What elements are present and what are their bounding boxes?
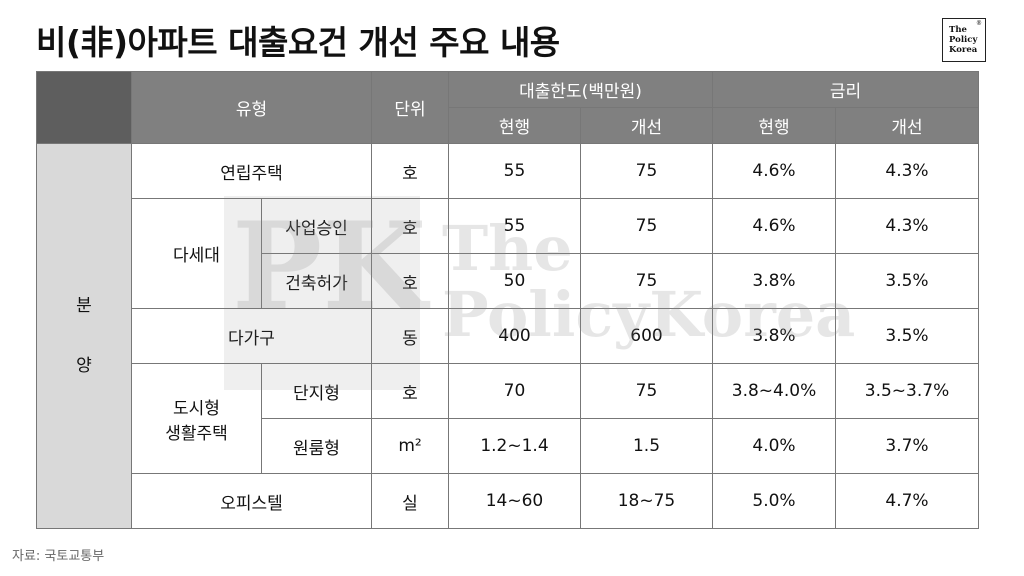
row-rate-improved: 3.5% [835,253,979,309]
row-rate-current: 3.8% [712,308,836,364]
header-loan-limit: 대출한도(백만원) [448,71,713,108]
table-row: 건축허가 호 50 75 3.8% 3.5% [37,253,979,309]
row-unit: 호 [371,198,449,254]
header-limit-current: 현행 [448,107,581,144]
row-subtype: 단지형 [261,363,372,419]
row-type: 오피스텔 [131,473,372,529]
header-limit-improved: 개선 [580,107,713,144]
header-interest-rate: 금리 [712,71,979,108]
logo-line-2: Policy [949,35,978,45]
row-rate-current: 5.0% [712,473,836,529]
row-limit-current: 70 [448,363,581,419]
table-row: 오피스텔 실 14~60 18~75 5.0% 4.7% [37,473,979,529]
side-label-char: 양 [76,356,92,376]
row-rate-improved: 3.5% [835,308,979,364]
table-row: 다세대 사업승인 호 55 75 4.6% 4.3% [37,198,979,309]
header-corner [36,71,132,144]
page-title: 비(非)아파트 대출요건 개선 주요 내용 [36,23,560,62]
row-rate-improved: 3.5~3.7% [835,363,979,419]
row-rate-current: 4.6% [712,198,836,254]
source-note: 자료: 국토교통부 [12,549,105,564]
row-limit-current: 55 [448,143,581,199]
table-row: 도시형 생활주택 단지형 호 70 75 3.8~4.0% 3.5~3.7% [37,363,979,474]
table-row: 분 양 연립주택 호 55 75 4.6% 4.3% [36,143,979,529]
row-limit-current: 1.2~1.4 [448,418,581,474]
row-limit-current: 14~60 [448,473,581,529]
row-type: 다가구 [131,308,372,364]
row-type-line: 도시형 [173,398,220,419]
row-type: 연립주택 [131,143,372,199]
header-unit: 단위 [371,71,449,144]
row-subtype: 건축허가 [261,253,372,309]
logo-line-1: The [949,25,967,35]
row-subtype: 원룸형 [261,418,372,474]
row-rate-current: 3.8% [712,253,836,309]
row-limit-improved: 75 [580,253,713,309]
side-label-char: 분 [76,296,92,316]
row-rate-current: 4.0% [712,418,836,474]
row-limit-improved: 18~75 [580,473,713,529]
row-limit-improved: 75 [580,143,713,199]
row-rate-improved: 4.7% [835,473,979,529]
row-rate-current: 3.8~4.0% [712,363,836,419]
row-limit-current: 50 [448,253,581,309]
table-row: 다가구 동 400 600 3.8% 3.5% [37,308,979,364]
row-rate-improved: 4.3% [835,198,979,254]
side-label-bunyang: 분 양 [36,143,132,529]
loan-requirements-table: 유형 단위 대출한도(백만원) 금리 현행 개선 현행 개선 분 양 연립주택 … [36,71,979,529]
policy-korea-logo: ® The Policy Korea [942,18,986,62]
row-rate-improved: 3.7% [835,418,979,474]
row-unit: 호 [371,143,449,199]
row-rate-current: 4.6% [712,143,836,199]
row-type-line: 생활주택 [165,423,228,444]
row-type: 도시형 생활주택 [131,363,262,474]
row-limit-current: 400 [448,308,581,364]
row-type: 다세대 [131,198,262,309]
row-subtype: 사업승인 [261,198,372,254]
header-type: 유형 [131,71,372,144]
row-rate-improved: 4.3% [835,143,979,199]
row-limit-improved: 600 [580,308,713,364]
row-unit: 동 [371,308,449,364]
registered-mark: ® [976,20,982,27]
row-unit: 호 [371,253,449,309]
row-limit-improved: 75 [580,363,713,419]
header-rate-improved: 개선 [835,107,979,144]
row-unit: 호 [371,363,449,419]
logo-line-3: Korea [949,45,978,55]
row-unit: 실 [371,473,449,529]
row-limit-improved: 75 [580,198,713,254]
row-limit-improved: 1.5 [580,418,713,474]
row-unit: m² [371,418,449,474]
table-row: 원룸형 m² 1.2~1.4 1.5 4.0% 3.7% [37,418,979,474]
header-rate-current: 현행 [712,107,836,144]
row-limit-current: 55 [448,198,581,254]
